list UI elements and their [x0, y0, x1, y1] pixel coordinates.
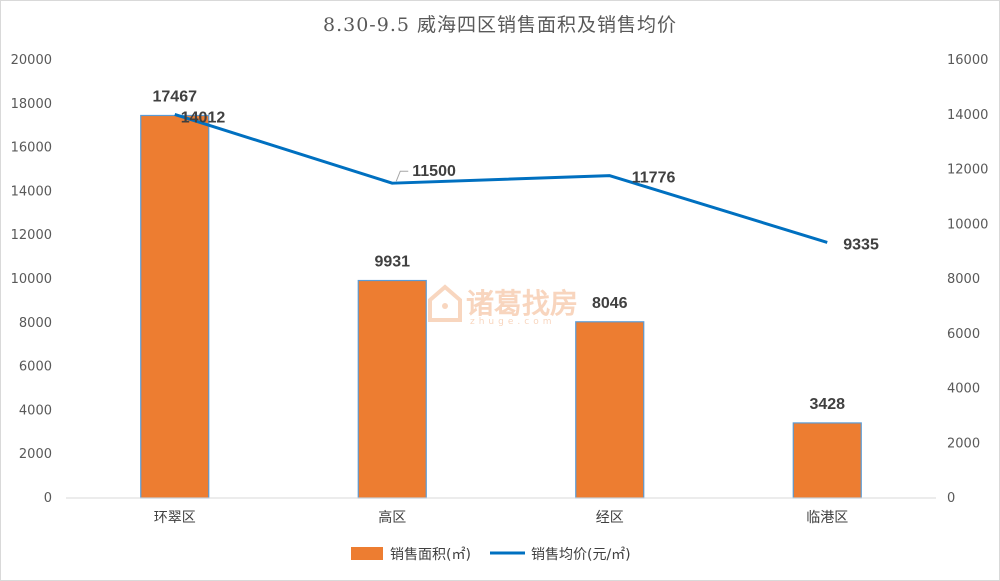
y-right-tick-label: 8000 [947, 272, 980, 287]
line-data-label: 11776 [632, 170, 676, 187]
data-label-leader [395, 170, 409, 182]
data-labels: 17467 9931 8046 3428 14012 11500 11776 9335 [153, 88, 879, 412]
bar [792, 422, 862, 499]
bar-data-label: 9931 [374, 254, 410, 271]
bar [575, 321, 645, 499]
y-right-tick-label: 2000 [947, 436, 980, 451]
watermark: 诸葛找房 zhuge.com [428, 284, 578, 327]
bar-data-label: 8046 [592, 295, 628, 312]
bar-data-label: 17467 [153, 88, 198, 105]
y-left-tick-label: 2000 [19, 447, 52, 462]
y-left-tick-label: 12000 [11, 228, 52, 243]
y-right-tick-label: 4000 [947, 382, 980, 397]
watermark-subtext: zhuge.com [470, 317, 555, 327]
y-left-tick-label: 8000 [19, 316, 52, 331]
y-right-tick-label: 10000 [947, 217, 988, 232]
y-left-tick-label: 4000 [19, 403, 52, 418]
watermark-house-icon [428, 284, 462, 322]
legend: 销售面积(㎡) 销售均价(元/㎡) [351, 547, 631, 563]
y-left-tick-label: 14000 [11, 184, 52, 199]
y-right-tick-label: 14000 [947, 108, 988, 123]
y-left-tick-label: 6000 [19, 360, 52, 375]
legend-label-price: 销售均价(元/㎡) [531, 547, 631, 563]
chart-title: 8.30-9.5 威海四区销售面积及销售均价 [323, 14, 677, 36]
y-axis-left: 0 2000 4000 6000 8000 10000 12000 14000 16000 180… [11, 53, 52, 506]
y-left-tick-label: 18000 [11, 97, 52, 112]
line-data-label: 9335 [843, 236, 879, 253]
price-line [174, 112, 828, 244]
legend-label-area: 销售面积(㎡) [390, 547, 471, 563]
line-series [174, 112, 828, 244]
bar-series [140, 114, 862, 499]
x-tick-label: 环翠区 [154, 510, 196, 526]
y-right-tick-label: 6000 [947, 327, 980, 342]
y-left-tick-label: 20000 [11, 53, 52, 68]
x-tick-label: 经区 [596, 510, 624, 526]
bar [357, 279, 427, 499]
y-left-tick-label: 16000 [11, 141, 52, 156]
line-data-label: 14012 [181, 109, 226, 126]
y-right-tick-label: 0 [947, 491, 955, 506]
y-left-tick-label: 10000 [11, 272, 52, 287]
x-tick-label: 临港区 [806, 510, 848, 526]
y-right-tick-label: 12000 [947, 163, 988, 178]
y-left-tick-label: 0 [44, 491, 52, 506]
bar-data-label: 3428 [809, 396, 845, 413]
y-right-tick-label: 16000 [947, 53, 988, 68]
line-data-label: 11500 [412, 163, 456, 180]
x-tick-label: 高区 [378, 509, 406, 526]
bar [140, 114, 210, 499]
x-axis: 环翠区 高区 经区 临港区 [66, 497, 936, 526]
y-axis-right: 0 2000 4000 6000 8000 10000 12000 14000 16000 [947, 53, 988, 506]
legend-swatch-area [351, 547, 383, 560]
watermark-text: 诸葛找房 [466, 287, 578, 320]
